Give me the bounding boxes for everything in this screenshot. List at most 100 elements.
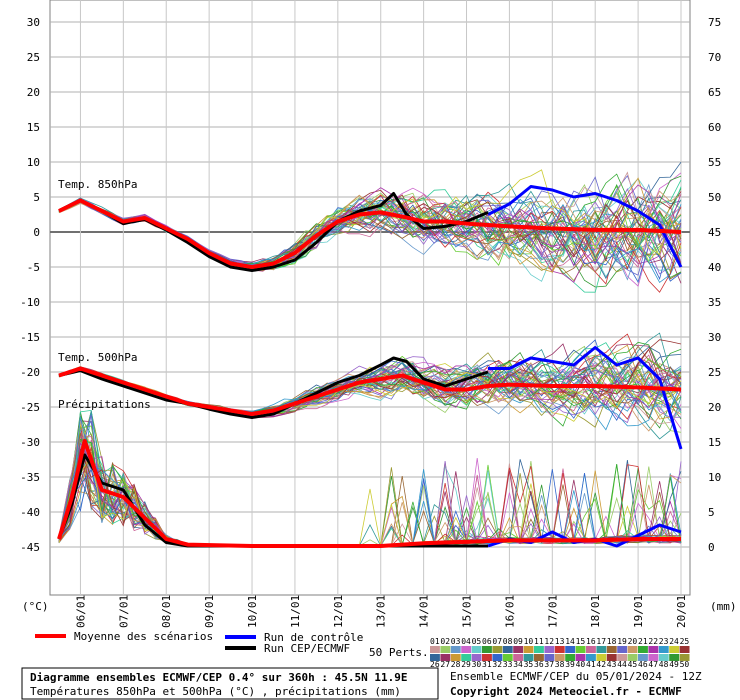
member-line-t850 [58, 184, 682, 270]
plot-area [49, 0, 691, 596]
pert-color-swatch [658, 654, 669, 661]
x-tick-label: 09/01 [203, 595, 216, 628]
panel-label-t850: Temp. 850hPa [58, 178, 137, 191]
pert-color-swatch [492, 646, 503, 653]
pert-color-swatch [513, 646, 524, 653]
left-tick-label: 20 [27, 86, 40, 99]
pert-number: 36 [534, 660, 544, 669]
footer-subtitle: Températures 850hPa et 500hPa (°C) , pré… [30, 685, 401, 698]
pert-color-swatch [450, 654, 461, 661]
pert-color-swatch [617, 654, 628, 661]
mean-line-precip [57, 439, 681, 548]
main-series [57, 185, 683, 548]
x-tick-label: 08/01 [160, 595, 173, 628]
x-tick-label: 11/01 [289, 595, 302, 628]
pert-number: 26 [430, 660, 440, 669]
pert-color-swatch [554, 654, 565, 661]
x-tick-label: 07/01 [117, 595, 130, 628]
pert-number: 12 [544, 637, 554, 646]
legend-control-label: Run de contrôle [264, 631, 363, 644]
footer-run-info: Ensemble ECMWF/CEP du 05/01/2024 - 12Z [450, 670, 702, 683]
x-tick-label: 19/01 [632, 595, 645, 628]
pert-number: 24 [669, 637, 679, 646]
pert-number: 31 [482, 660, 492, 669]
left-tick-label: -40 [20, 506, 40, 519]
mean-line-t500 [58, 366, 682, 416]
pert-color-swatch [523, 646, 534, 653]
pert-number: 09 [513, 637, 523, 646]
pert-number: 44 [617, 660, 627, 669]
x-tick-label: 15/01 [461, 595, 474, 628]
pert-color-swatch [596, 646, 607, 653]
right-axis-unit: (mm) [710, 600, 737, 613]
pert-color-swatch [502, 646, 513, 653]
pert-color-swatch [586, 646, 596, 653]
footer-box [21, 667, 439, 700]
pert-number: 23 [659, 637, 669, 646]
pert-number: 37 [544, 660, 554, 669]
pert-number: 11 [534, 637, 544, 646]
pert-number: 41 [586, 660, 596, 669]
pert-number: 40 [576, 660, 586, 669]
legend-perts-label: 50 Perts. [369, 646, 429, 659]
pert-color-swatch [544, 646, 555, 653]
pert-color-swatch [471, 654, 482, 661]
pert-color-swatch [492, 654, 503, 661]
left-tick-label: -35 [20, 471, 40, 484]
pert-color-swatch [617, 646, 628, 653]
pert-number: 13 [555, 637, 565, 646]
right-tick-label: 60 [708, 121, 721, 134]
x-tick-label: 12/01 [332, 595, 345, 628]
pert-number: 35 [524, 660, 534, 669]
pert-number: 43 [607, 660, 617, 669]
pert-number: 03 [451, 637, 461, 646]
right-tick-label: 55 [708, 156, 721, 169]
x-axis-ticks: 06/01 07/01 08/01 09/01 10/01 11/01 12/01 13/01… [74, 595, 688, 628]
pert-number: 18 [607, 637, 617, 646]
pert-color-swatch [513, 654, 524, 661]
pert-color-swatch [554, 646, 565, 653]
pert-color-swatch [565, 654, 576, 661]
pert-number: 17 [596, 637, 606, 646]
pert-number: 07 [492, 637, 502, 646]
pert-color-swatch [669, 646, 680, 653]
pert-color-swatch [430, 646, 440, 653]
right-tick-label: 70 [708, 51, 721, 64]
pert-number: 25 [680, 637, 690, 646]
left-tick-label: -45 [20, 541, 40, 554]
left-tick-label: -30 [20, 436, 40, 449]
pert-color-swatch [586, 654, 596, 661]
pert-number: 19 [617, 637, 627, 646]
left-tick-label: 15 [27, 121, 40, 134]
x-tick-label: 16/01 [503, 595, 516, 628]
right-tick-label: 30 [708, 331, 721, 344]
pert-color-swatch [627, 654, 638, 661]
pert-color-swatch [575, 646, 586, 653]
x-tick-label: 13/01 [375, 595, 388, 628]
pert-number: 05 [472, 637, 482, 646]
pert-number: 50 [680, 660, 690, 669]
pert-color-swatch [450, 646, 461, 653]
operational-line-precip [57, 453, 488, 548]
pert-color-swatch [534, 646, 544, 653]
pert-color-swatch [482, 646, 492, 653]
legend-mean-label: Moyenne des scénarios [74, 630, 213, 643]
pert-color-swatch [679, 654, 690, 661]
left-axis-ticks: 30 25 20 15 10 5 0 -5 -10 -15 -20 -25 -30 -35 -40 -45 [20, 16, 40, 554]
pert-color-swatch [638, 646, 648, 653]
pert-color-swatch [471, 646, 482, 653]
right-tick-label: 45 [708, 226, 721, 239]
pert-number: 32 [492, 660, 502, 669]
pert-number: 14 [565, 637, 575, 646]
pert-color-swatch [523, 654, 534, 661]
left-tick-label: -15 [20, 331, 40, 344]
right-tick-label: 20 [708, 401, 721, 414]
pert-number: 28 [451, 660, 461, 669]
pert-color-swatch [534, 654, 544, 661]
control-line-t850 [487, 185, 683, 268]
pert-number: 48 [659, 660, 669, 669]
left-tick-label: -25 [20, 401, 40, 414]
control-line-t500 [488, 346, 683, 450]
pert-number: 04 [461, 637, 471, 646]
